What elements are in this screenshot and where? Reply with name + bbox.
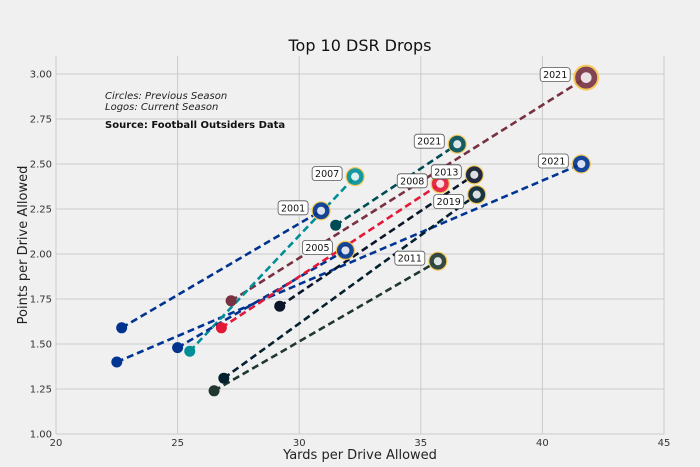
logo-mark [351, 172, 360, 181]
series-line [230, 76, 587, 302]
chart-title: Top 10 DSR Drops [287, 36, 431, 55]
x-tick-label: 45 [658, 438, 671, 449]
previous-season-point [225, 295, 237, 307]
y-tick-label: 2.75 [30, 115, 52, 126]
year-label: 2021 [537, 153, 569, 169]
logo-mark [436, 179, 445, 188]
y-tick-label: 2.25 [30, 205, 52, 216]
washington-logo [573, 64, 600, 91]
year-label: 2013 [430, 164, 462, 180]
year-label-box [433, 194, 465, 210]
bills-logo [311, 201, 331, 221]
y-tick-label: 2.50 [30, 160, 52, 171]
previous-season-point [184, 345, 196, 357]
year-label-text: 2019 [437, 197, 461, 208]
logo-mark [577, 159, 586, 169]
year-label: 2019 [433, 194, 465, 210]
year-label-box [311, 166, 343, 182]
year-label-box [394, 250, 426, 266]
y-axis-label: Points per Drive Allowed [16, 166, 31, 325]
x-tick-label: 20 [50, 438, 63, 449]
series-line [116, 162, 582, 364]
year-label-text: 2021 [417, 137, 441, 148]
year-label: 2007 [311, 166, 343, 182]
year-label-text: 2013 [434, 167, 458, 178]
year-label-box [396, 173, 428, 189]
year-label: 2001 [277, 200, 309, 216]
previous-season-point [208, 385, 220, 397]
x-tick-label: 25 [171, 438, 184, 449]
year-label-text: 2021 [543, 70, 567, 81]
year-label-box [302, 239, 333, 255]
previous-season-point [116, 322, 128, 334]
y-tick-labels: 1.00 1.25 1.50 1.75 2.00 2.25 2.50 2.75 3.00 [30, 70, 52, 441]
year-label: 2021 [539, 67, 571, 82]
year-label-box [539, 67, 571, 82]
year-labels: 2021 2021 2021 2007 2001 2005 2008 2013 2019 2011 [277, 67, 571, 266]
logo-mark [317, 206, 326, 215]
previous-season-point [111, 356, 123, 368]
year-label: 2021 [413, 133, 445, 149]
year-label: 2008 [396, 173, 428, 189]
dolphins-logo [345, 167, 365, 187]
bears-logo [464, 165, 484, 185]
logo-mark [453, 140, 462, 149]
logo-mark [472, 190, 481, 199]
current-season-logos [311, 64, 600, 271]
previous-season-point [215, 322, 227, 334]
logo-mark [341, 246, 350, 255]
year-label-text: 2008 [400, 176, 424, 187]
year-label-box [277, 200, 309, 216]
previous-season-points [111, 219, 342, 397]
year-label-text: 2021 [541, 157, 565, 168]
year-label-box [537, 153, 569, 169]
circles-note: Circles: Previous Season [105, 91, 227, 102]
y-tick-label: 1.25 [30, 385, 52, 396]
previous-season-point [274, 300, 286, 312]
eagles-logo [447, 134, 467, 154]
logo-mark [470, 170, 479, 179]
previous-season-point [172, 342, 184, 354]
logo-mark [433, 257, 442, 266]
year-label-text: 2001 [281, 203, 305, 214]
y-tick-label: 1.75 [30, 295, 52, 306]
year-label-text: 2005 [305, 243, 329, 254]
year-label: 2005 [302, 239, 333, 255]
year-label-text: 2011 [398, 254, 422, 265]
y-tick-label: 1.50 [30, 340, 52, 351]
x-tick-labels: 20 25 30 35 40 45 [50, 438, 671, 449]
x-tick-label: 35 [414, 438, 427, 449]
series-line [213, 260, 439, 392]
x-tick-label: 40 [536, 438, 549, 449]
series-line [279, 173, 476, 308]
year-label-text: 2007 [315, 169, 339, 180]
series-line [334, 143, 459, 227]
packers-logo [428, 251, 448, 271]
year-label-box [413, 133, 445, 149]
series-line [223, 193, 478, 380]
logos-note: Logos: Current Season [105, 102, 218, 113]
texans-logo [467, 185, 487, 205]
previous-season-point [330, 219, 342, 231]
year-label: 2011 [394, 250, 426, 266]
y-tick-label: 2.00 [30, 250, 52, 261]
logo-mark [580, 72, 592, 83]
source-note: Source: Football Outsiders Data [105, 120, 285, 131]
rams-logo [571, 154, 591, 174]
x-axis-label: Yards per Drive Allowed [282, 448, 437, 463]
y-tick-label: 3.00 [30, 70, 52, 81]
series-line [121, 209, 322, 329]
bills-logo [335, 240, 356, 260]
x-tick-label: 30 [293, 438, 306, 449]
year-label-box [430, 164, 462, 180]
previous-season-point [218, 372, 230, 384]
y-tick-label: 1.00 [30, 430, 52, 441]
